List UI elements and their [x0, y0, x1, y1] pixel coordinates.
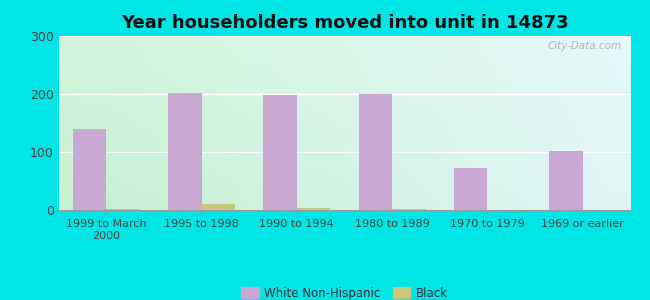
Text: City-Data.com: City-Data.com: [548, 41, 622, 51]
Bar: [359, 94, 392, 210]
Title: Year householders moved into unit in 14873: Year householders moved into unit in 148…: [121, 14, 568, 32]
Bar: [392, 209, 426, 210]
Bar: [297, 208, 330, 210]
Bar: [73, 129, 106, 210]
Bar: [168, 93, 202, 210]
Bar: [202, 204, 235, 210]
Bar: [106, 209, 140, 210]
Bar: [454, 168, 488, 210]
Legend: White Non-Hispanic, Black: White Non-Hispanic, Black: [236, 282, 453, 300]
Bar: [549, 152, 583, 210]
Bar: [263, 95, 297, 210]
